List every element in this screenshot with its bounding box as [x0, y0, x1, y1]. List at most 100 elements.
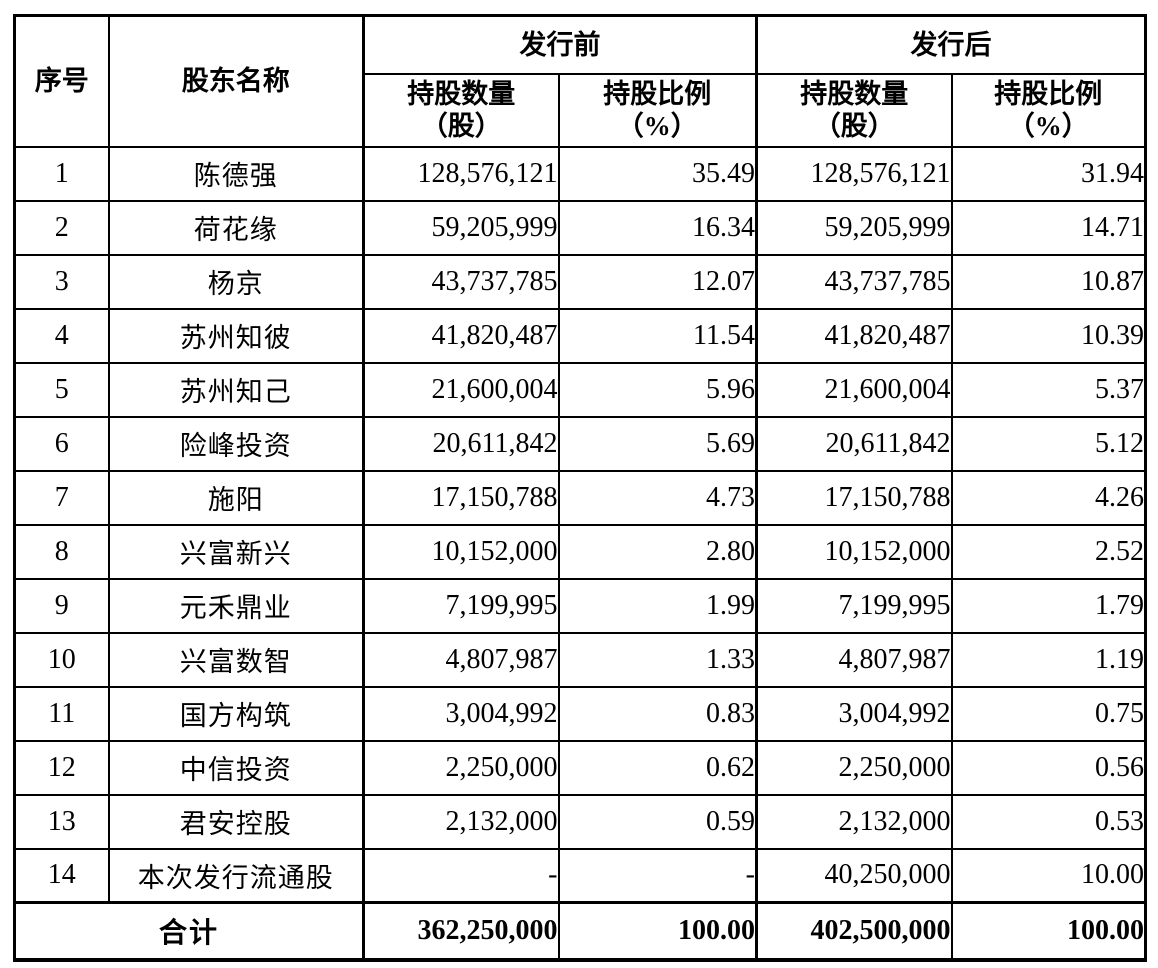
cell-post-pct: 4.26 — [950, 469, 1147, 526]
cell-post-qty: 43,737,785 — [755, 253, 953, 310]
header-post-pct-line2: （%） — [1007, 111, 1089, 141]
cell-row-number: 14 — [13, 847, 110, 904]
header-post-qty-line1: 持股数量 — [800, 78, 909, 109]
cell-shareholder-name: 兴富数智 — [107, 631, 365, 688]
table-row: 11 国方构筑 3,004,992 0.83 3,004,992 0.75 — [13, 685, 1147, 742]
cell-shareholder-name: 苏州知彼 — [107, 307, 365, 364]
cell-post-pct: 2.52 — [950, 523, 1147, 580]
table-row: 1 陈德强 128,576,121 35.49 128,576,121 31.94 — [13, 145, 1147, 202]
table-row: 9 元禾鼎业 7,199,995 1.99 7,199,995 1.79 — [13, 577, 1147, 634]
cell-pre-qty: 2,250,000 — [362, 739, 560, 796]
cell-post-pct: 0.75 — [950, 685, 1147, 742]
cell-pre-pct: 16.34 — [557, 199, 758, 256]
cell-pre-pct: - — [557, 847, 758, 904]
cell-post-pct: 10.87 — [950, 253, 1147, 310]
cell-row-number: 6 — [13, 415, 110, 472]
cell-post-qty: 4,807,987 — [755, 631, 953, 688]
header-pre-pct-line2: （%） — [616, 111, 698, 141]
header-shareholder-name: 股东名称 — [107, 14, 365, 148]
header-pre-qty-line1: 持股数量 — [407, 78, 516, 109]
total-label: 合计 — [13, 901, 365, 961]
cell-row-number: 8 — [13, 523, 110, 580]
shareholding-table: 序号 股东名称 发行前 发行后 持股数量 （股） 持股比例 （%） 持股数量 （… — [13, 14, 1147, 962]
cell-pre-qty: 2,132,000 — [362, 793, 560, 850]
cell-shareholder-name: 陈德强 — [107, 145, 365, 202]
cell-row-number: 1 — [13, 145, 110, 202]
cell-post-qty: 20,611,842 — [755, 415, 953, 472]
cell-pre-pct: 1.33 — [557, 631, 758, 688]
cell-post-pct: 1.79 — [950, 577, 1147, 634]
cell-pre-qty: - — [362, 847, 560, 904]
cell-post-pct: 5.12 — [950, 415, 1147, 472]
cell-post-qty: 10,152,000 — [755, 523, 953, 580]
cell-shareholder-name: 兴富新兴 — [107, 523, 365, 580]
cell-post-pct: 31.94 — [950, 145, 1147, 202]
header-pre-pct: 持股比例 （%） — [557, 72, 758, 148]
cell-row-number: 5 — [13, 361, 110, 418]
cell-pre-pct: 2.80 — [557, 523, 758, 580]
cell-pre-qty: 59,205,999 — [362, 199, 560, 256]
cell-shareholder-name: 施阳 — [107, 469, 365, 526]
table-row: 12 中信投资 2,250,000 0.62 2,250,000 0.56 — [13, 739, 1147, 796]
cell-post-qty: 40,250,000 — [755, 847, 953, 904]
cell-shareholder-name: 本次发行流通股 — [107, 847, 365, 904]
cell-pre-pct: 1.99 — [557, 577, 758, 634]
header-post-pct-line1: 持股比例 — [994, 78, 1103, 109]
total-row: 合计 362,250,000 100.00 402,500,000 100.00 — [13, 901, 1147, 961]
cell-pre-qty: 128,576,121 — [362, 145, 560, 202]
cell-shareholder-name: 苏州知己 — [107, 361, 365, 418]
table-header: 序号 股东名称 发行前 发行后 持股数量 （股） 持股比例 （%） 持股数量 （… — [13, 14, 1147, 148]
cell-row-number: 3 — [13, 253, 110, 310]
table-row: 8 兴富新兴 10,152,000 2.80 10,152,000 2.52 — [13, 523, 1147, 580]
cell-post-qty: 3,004,992 — [755, 685, 953, 742]
cell-row-number: 13 — [13, 793, 110, 850]
cell-shareholder-name: 险峰投资 — [107, 415, 365, 472]
table-footer: 合计 362,250,000 100.00 402,500,000 100.00 — [13, 901, 1147, 961]
cell-post-pct: 5.37 — [950, 361, 1147, 418]
table-row: 13 君安控股 2,132,000 0.59 2,132,000 0.53 — [13, 793, 1147, 850]
cell-pre-qty: 17,150,788 — [362, 469, 560, 526]
total-post-qty: 402,500,000 — [755, 901, 953, 961]
cell-pre-pct: 11.54 — [557, 307, 758, 364]
cell-pre-qty: 20,611,842 — [362, 415, 560, 472]
cell-post-qty: 2,132,000 — [755, 793, 953, 850]
cell-shareholder-name: 君安控股 — [107, 793, 365, 850]
table-row: 7 施阳 17,150,788 4.73 17,150,788 4.26 — [13, 469, 1147, 526]
cell-pre-qty: 3,004,992 — [362, 685, 560, 742]
cell-row-number: 4 — [13, 307, 110, 364]
header-post-qty-line2: （股） — [813, 111, 895, 141]
cell-shareholder-name: 中信投资 — [107, 739, 365, 796]
table-row: 6 险峰投资 20,611,842 5.69 20,611,842 5.12 — [13, 415, 1147, 472]
cell-pre-pct: 0.59 — [557, 793, 758, 850]
cell-row-number: 2 — [13, 199, 110, 256]
table-body: 1 陈德强 128,576,121 35.49 128,576,121 31.94 2 荷花缘… — [13, 145, 1147, 904]
cell-post-pct: 0.56 — [950, 739, 1147, 796]
cell-pre-pct: 35.49 — [557, 145, 758, 202]
cell-post-qty: 21,600,004 — [755, 361, 953, 418]
cell-post-qty: 2,250,000 — [755, 739, 953, 796]
header-group-pre-issue: 发行前 — [362, 14, 758, 75]
cell-pre-qty: 7,199,995 — [362, 577, 560, 634]
cell-row-number: 10 — [13, 631, 110, 688]
cell-pre-qty: 10,152,000 — [362, 523, 560, 580]
cell-pre-qty: 4,807,987 — [362, 631, 560, 688]
cell-shareholder-name: 杨京 — [107, 253, 365, 310]
table-row: 4 苏州知彼 41,820,487 11.54 41,820,487 10.39 — [13, 307, 1147, 364]
cell-shareholder-name: 元禾鼎业 — [107, 577, 365, 634]
cell-post-qty: 17,150,788 — [755, 469, 953, 526]
total-pre-qty: 362,250,000 — [362, 901, 560, 961]
cell-shareholder-name: 国方构筑 — [107, 685, 365, 742]
cell-post-qty: 128,576,121 — [755, 145, 953, 202]
cell-post-qty: 59,205,999 — [755, 199, 953, 256]
cell-post-qty: 41,820,487 — [755, 307, 953, 364]
cell-pre-pct: 0.62 — [557, 739, 758, 796]
table-row: 10 兴富数智 4,807,987 1.33 4,807,987 1.19 — [13, 631, 1147, 688]
cell-post-pct: 10.00 — [950, 847, 1147, 904]
header-group-post-issue: 发行后 — [755, 14, 1147, 75]
cell-pre-qty: 41,820,487 — [362, 307, 560, 364]
total-post-pct: 100.00 — [950, 901, 1147, 961]
cell-post-pct: 0.53 — [950, 793, 1147, 850]
cell-shareholder-name: 荷花缘 — [107, 199, 365, 256]
table-row: 3 杨京 43,737,785 12.07 43,737,785 10.87 — [13, 253, 1147, 310]
